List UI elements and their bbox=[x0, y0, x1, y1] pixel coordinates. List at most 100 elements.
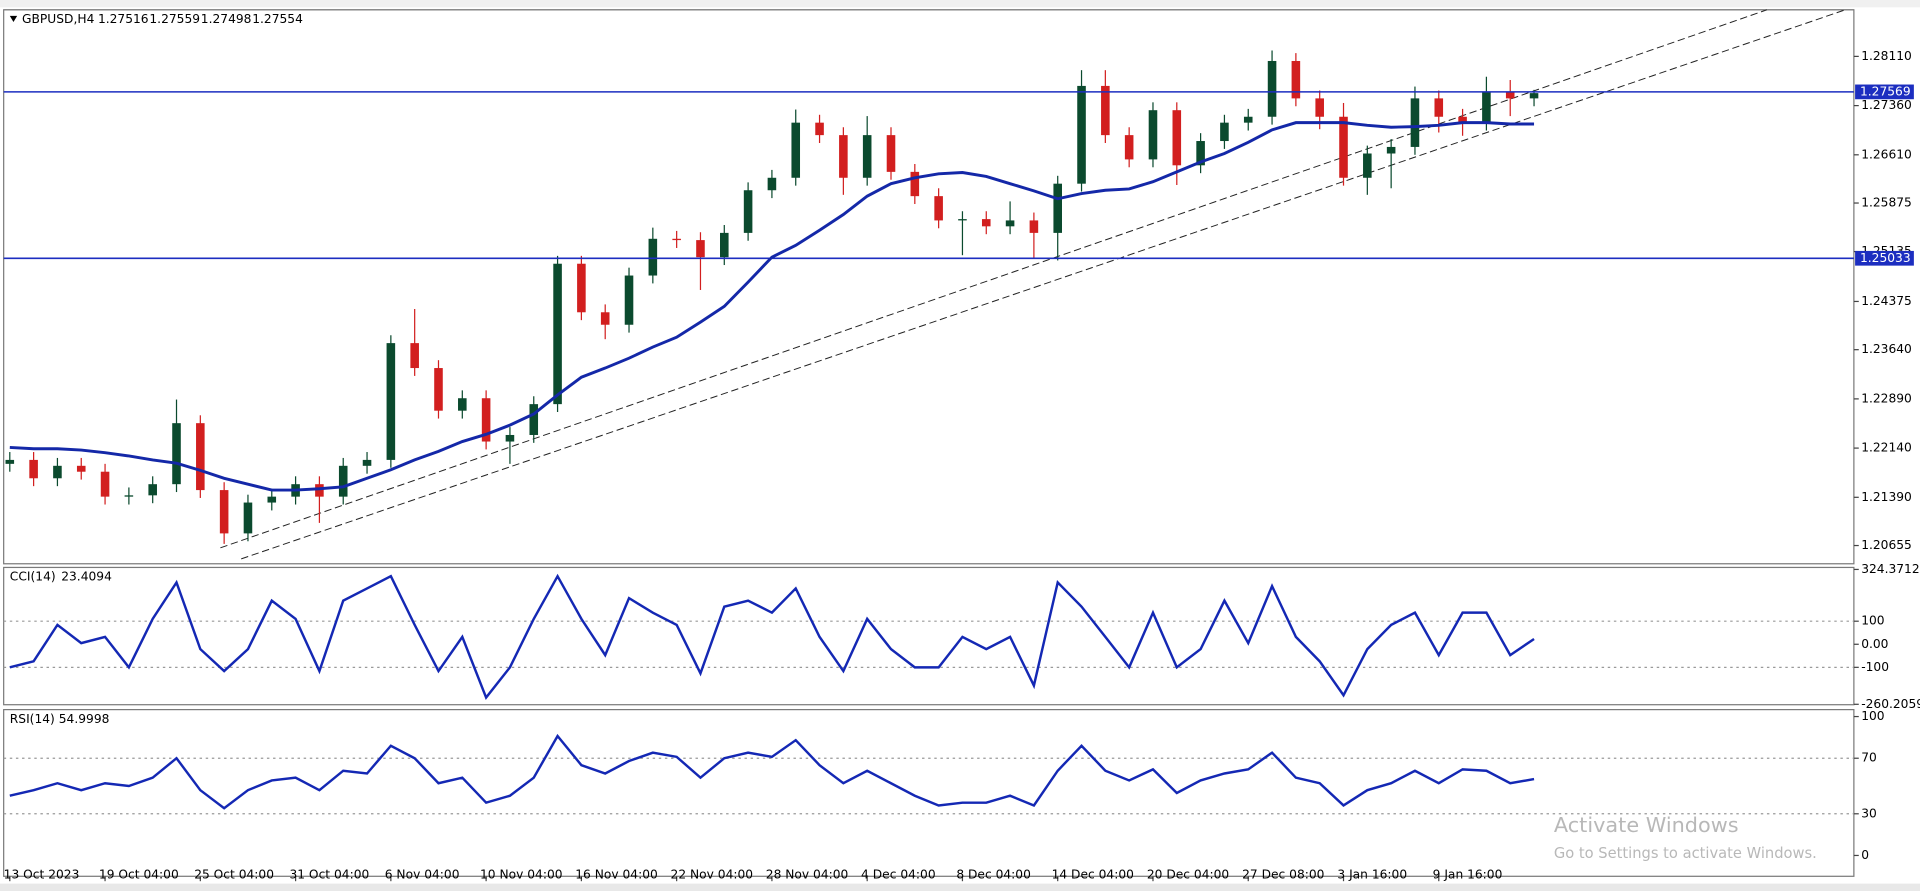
indicator-line bbox=[9, 573, 1535, 700]
x-tick-label: 16 Nov 04:00 bbox=[575, 868, 658, 882]
candle-body bbox=[76, 465, 86, 472]
candle-body bbox=[553, 263, 562, 405]
candle-body bbox=[981, 219, 991, 227]
candle-body bbox=[862, 135, 872, 178]
x-tick-label: 6 Nov 04:00 bbox=[385, 868, 460, 882]
candle-body bbox=[148, 484, 157, 496]
candle-body bbox=[1220, 122, 1229, 142]
candle-body bbox=[815, 122, 824, 136]
y-tick-label: 0 bbox=[1861, 848, 1869, 862]
y-tick-label: 1.26610 bbox=[1861, 147, 1912, 161]
candle-body bbox=[720, 232, 729, 258]
candle-body bbox=[624, 275, 634, 325]
candle-body bbox=[219, 490, 229, 534]
x-tick-label: 9 Jan 16:00 bbox=[1433, 868, 1503, 882]
y-tick-label: 1.28110 bbox=[1861, 49, 1912, 63]
candle-body bbox=[839, 135, 848, 178]
candle-body bbox=[267, 496, 277, 503]
indicator-value: 54.9998 bbox=[59, 712, 110, 726]
candle-body bbox=[1267, 60, 1277, 117]
candle-body bbox=[362, 459, 372, 466]
candle-body bbox=[1101, 85, 1110, 136]
x-tick-label: 4 Dec 04:00 bbox=[861, 868, 936, 882]
level-tag bbox=[1855, 84, 1914, 100]
candle-body bbox=[1482, 91, 1491, 123]
y-tick-label: -100 bbox=[1861, 660, 1889, 674]
y-tick-label: 324.3712 bbox=[1861, 562, 1919, 576]
candle-body bbox=[1386, 146, 1396, 154]
indicator-line bbox=[9, 733, 1535, 810]
trendline bbox=[241, 9, 1846, 560]
status-strip bbox=[0, 883, 1920, 891]
main-panel bbox=[3, 9, 1855, 565]
candle-body bbox=[1243, 116, 1253, 123]
y-tick-label: 0.00 bbox=[1861, 637, 1888, 651]
candle-body bbox=[1005, 220, 1015, 227]
y-tick-label: 1.21390 bbox=[1861, 490, 1912, 504]
candle-body bbox=[672, 238, 681, 241]
quote: 1.27498 bbox=[201, 12, 252, 26]
y-tick-label: 1.24375 bbox=[1861, 294, 1912, 308]
menu-arrow bbox=[9, 15, 18, 23]
y-tick-label: 1.23640 bbox=[1861, 342, 1912, 356]
candle-body bbox=[767, 177, 777, 191]
watermark-title: Activate Windows bbox=[1554, 813, 1739, 837]
rsi-panel bbox=[3, 709, 1855, 877]
candle-body bbox=[1053, 183, 1062, 233]
symbol-title: GBPUSD,H4 bbox=[22, 12, 95, 26]
indicator-value: 23.4094 bbox=[61, 570, 112, 584]
candle-body bbox=[1505, 91, 1515, 99]
candle-body bbox=[172, 423, 181, 485]
candle-body bbox=[910, 171, 920, 197]
x-tick-label: 31 Oct 04:00 bbox=[289, 868, 369, 882]
candle-body bbox=[505, 434, 515, 442]
candle-body bbox=[577, 263, 586, 313]
x-tick-label: 28 Nov 04:00 bbox=[766, 868, 849, 882]
candle-body bbox=[124, 495, 134, 497]
candle-body bbox=[1077, 85, 1086, 184]
x-tick-label: 3 Jan 16:00 bbox=[1337, 868, 1407, 882]
x-tick-label: 8 Dec 04:00 bbox=[956, 868, 1031, 882]
x-tick-label: 22 Nov 04:00 bbox=[671, 868, 754, 882]
candle-body bbox=[1029, 220, 1039, 233]
candle-body bbox=[196, 423, 205, 491]
moving-average bbox=[9, 121, 1535, 492]
candle-body bbox=[600, 312, 610, 325]
y-tick-label: 1.20655 bbox=[1861, 538, 1912, 552]
candle-body bbox=[1434, 98, 1444, 117]
candle-body bbox=[315, 484, 324, 497]
y-tick-label: 70 bbox=[1861, 751, 1877, 765]
candle-body bbox=[1124, 135, 1134, 160]
y-tick-label: 100 bbox=[1861, 614, 1884, 628]
candle-body bbox=[29, 459, 38, 479]
candle-body bbox=[1363, 153, 1372, 178]
candle-body bbox=[53, 465, 62, 479]
candle-body bbox=[1339, 116, 1348, 178]
candle-body bbox=[1172, 110, 1182, 166]
level-label: 1.27569 bbox=[1860, 84, 1911, 98]
x-tick-label: 14 Dec 04:00 bbox=[1052, 868, 1134, 882]
candle-body bbox=[529, 404, 539, 435]
candle-body bbox=[1410, 98, 1420, 147]
candle-body bbox=[934, 196, 943, 221]
candle-body bbox=[410, 343, 419, 369]
candle-body bbox=[696, 240, 705, 258]
candle-body bbox=[100, 471, 110, 497]
candle-body bbox=[1315, 98, 1324, 117]
y-tick-label: 1.25875 bbox=[1861, 196, 1912, 210]
quote: 1.27554 bbox=[252, 12, 303, 26]
candle-body bbox=[1148, 110, 1158, 160]
x-tick-label: 25 Oct 04:00 bbox=[194, 868, 274, 882]
candle-body bbox=[1196, 141, 1205, 166]
y-tick-label: 30 bbox=[1861, 806, 1877, 820]
quote: 1.27559 bbox=[149, 12, 200, 26]
candle-body bbox=[958, 219, 967, 221]
x-tick-label: 20 Dec 04:00 bbox=[1147, 868, 1229, 882]
indicator-title: CCI(14) bbox=[10, 570, 56, 584]
candle-body bbox=[886, 135, 896, 172]
level-tag bbox=[1855, 250, 1914, 266]
candle-body bbox=[386, 343, 396, 460]
tab-strip bbox=[0, 0, 1920, 8]
